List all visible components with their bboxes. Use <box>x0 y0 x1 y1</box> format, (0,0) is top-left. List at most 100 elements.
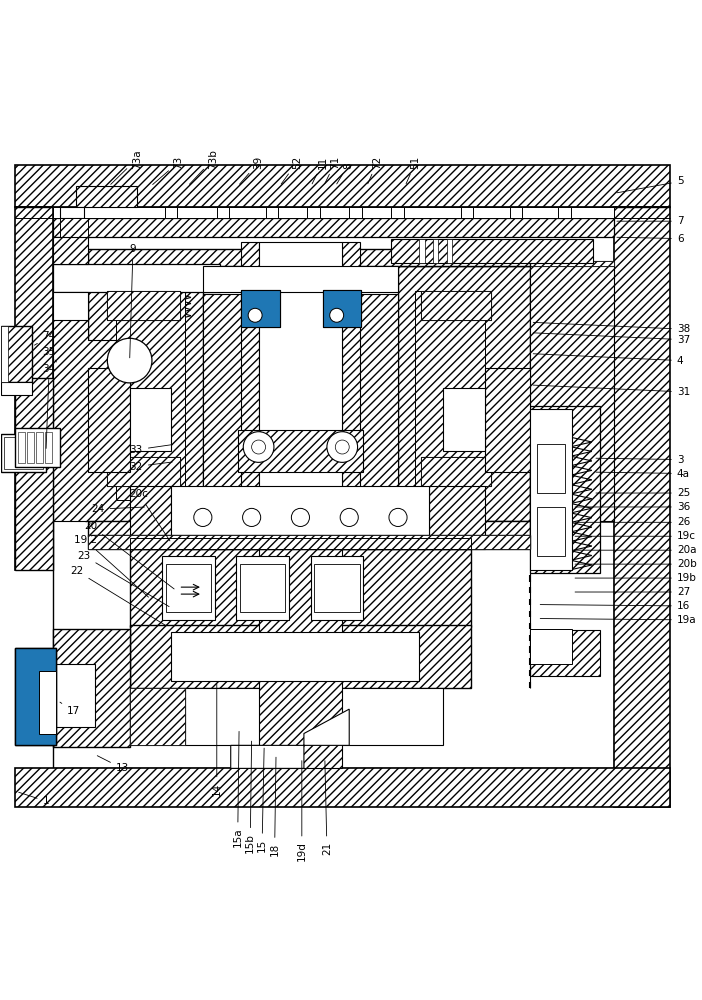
Text: 19b: 19b <box>575 573 696 583</box>
Bar <box>53 664 95 727</box>
Text: 31: 31 <box>534 385 690 397</box>
Bar <box>46 432 52 463</box>
Bar <box>15 165 670 207</box>
Text: 4a: 4a <box>596 469 690 479</box>
Text: 7: 7 <box>617 216 684 226</box>
Polygon shape <box>53 264 130 521</box>
Bar <box>166 564 211 612</box>
Bar <box>248 294 352 500</box>
Bar <box>203 294 248 500</box>
Text: 15b: 15b <box>245 741 256 853</box>
Bar <box>241 290 279 327</box>
Circle shape <box>336 440 349 454</box>
Text: 24: 24 <box>91 504 145 514</box>
Text: 21: 21 <box>322 761 332 855</box>
Bar <box>461 207 473 218</box>
Bar <box>107 291 180 320</box>
Text: 51: 51 <box>406 156 420 184</box>
Bar <box>485 368 531 472</box>
Bar <box>258 549 343 768</box>
Text: 18: 18 <box>270 757 279 856</box>
Bar <box>53 292 88 320</box>
Bar <box>538 444 565 493</box>
Text: 5: 5 <box>617 176 684 193</box>
Bar <box>237 556 289 620</box>
Text: 73: 73 <box>152 156 183 185</box>
Circle shape <box>327 432 357 462</box>
Bar <box>27 432 34 463</box>
Bar <box>88 535 531 549</box>
Polygon shape <box>76 186 137 207</box>
Text: 74: 74 <box>34 331 55 345</box>
Text: 15: 15 <box>257 748 267 852</box>
Text: 13: 13 <box>98 756 129 773</box>
Bar <box>88 249 531 266</box>
Bar <box>531 406 600 573</box>
Bar <box>53 629 130 747</box>
Circle shape <box>248 308 262 322</box>
Bar <box>15 207 53 570</box>
Text: 36: 36 <box>575 502 690 512</box>
Bar <box>241 290 279 327</box>
Bar <box>531 409 572 570</box>
Bar <box>258 242 343 549</box>
Text: 16: 16 <box>541 601 690 611</box>
Polygon shape <box>60 207 84 218</box>
Text: 35: 35 <box>43 347 56 362</box>
Text: 8: 8 <box>337 162 353 184</box>
Circle shape <box>107 338 152 383</box>
Bar <box>171 632 419 681</box>
Text: 71: 71 <box>324 156 340 184</box>
Bar <box>15 434 53 448</box>
Bar <box>130 538 471 549</box>
Bar <box>53 261 614 266</box>
Bar <box>15 648 56 745</box>
Bar <box>18 432 25 463</box>
Text: 19c: 19c <box>575 531 696 541</box>
Text: 22: 22 <box>70 566 166 625</box>
Bar <box>419 239 425 263</box>
Text: 72: 72 <box>368 156 382 184</box>
Bar <box>130 625 471 688</box>
Bar <box>130 549 471 627</box>
Bar <box>323 290 361 327</box>
Bar <box>164 207 177 218</box>
Bar <box>53 261 614 266</box>
Bar <box>15 648 56 745</box>
Bar <box>391 239 593 263</box>
Bar <box>314 564 359 612</box>
Polygon shape <box>231 709 349 768</box>
Bar <box>1 434 46 472</box>
Bar <box>107 457 180 486</box>
Circle shape <box>340 508 358 526</box>
Circle shape <box>243 508 260 526</box>
Bar <box>162 556 215 620</box>
Bar <box>53 218 614 237</box>
Bar <box>265 207 278 218</box>
Text: 20c: 20c <box>130 489 170 541</box>
Bar <box>421 457 491 486</box>
Text: 20b: 20b <box>575 559 696 569</box>
Bar <box>433 239 439 263</box>
Text: 19 2: 19 2 <box>74 535 149 597</box>
Bar <box>1 382 32 395</box>
Bar <box>53 207 614 768</box>
Bar <box>217 207 230 218</box>
Text: 37: 37 <box>534 333 690 345</box>
Bar <box>88 266 203 521</box>
Text: 11: 11 <box>312 156 328 184</box>
Text: 20a: 20a <box>575 545 696 555</box>
Bar <box>53 264 220 292</box>
Bar <box>510 207 522 218</box>
Bar <box>446 239 452 263</box>
Bar <box>107 291 180 320</box>
Bar <box>88 368 130 472</box>
Bar <box>531 629 572 664</box>
Text: 26: 26 <box>575 517 690 527</box>
Bar <box>37 432 44 463</box>
Bar <box>421 457 491 486</box>
Bar <box>240 564 285 612</box>
Bar <box>343 242 359 549</box>
Text: 27: 27 <box>575 587 690 597</box>
Bar <box>614 207 670 807</box>
